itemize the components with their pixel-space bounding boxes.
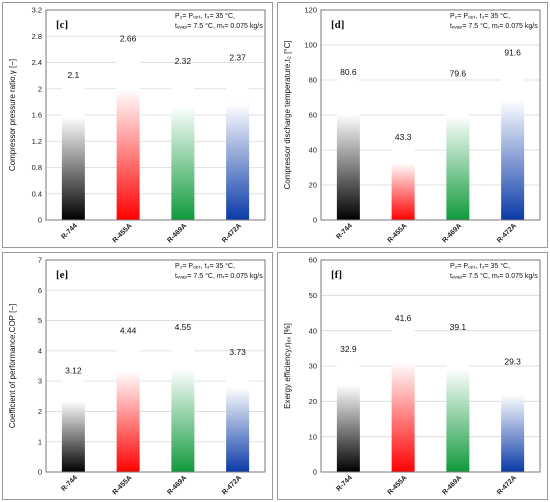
data-label: 32.9 — [340, 344, 357, 354]
y-tick-label: 1.6 — [32, 111, 42, 120]
panel-tag: [c] — [56, 19, 68, 31]
data-label: 2.37 — [229, 52, 246, 62]
panel-tag: [f] — [331, 269, 342, 281]
bar-r-469a — [446, 80, 470, 220]
data-label: 3.12 — [65, 366, 82, 376]
y-tick-label: 60 — [309, 256, 317, 265]
data-label: 4.55 — [175, 322, 192, 332]
bar-r-455a — [391, 144, 415, 220]
data-label: 80.6 — [340, 67, 357, 77]
chart-panel: 010203040506032.9R-74441.6R-455A39.1R-46… — [277, 252, 548, 500]
bar-r-469a — [171, 67, 195, 220]
y-tick-label: 0 — [38, 216, 42, 225]
y-tick-label: 4 — [38, 346, 42, 355]
bar-r-469a — [171, 334, 195, 472]
y-tick-label: 0.4 — [32, 189, 42, 198]
bar-r-472a — [226, 359, 250, 472]
y-tick-label: 2.4 — [32, 58, 42, 67]
data-label: 2.66 — [120, 33, 137, 43]
y-tick-label: 3 — [38, 377, 42, 386]
y-tick-label: 80 — [309, 76, 317, 85]
bar-r-472a — [501, 368, 525, 472]
plot-area — [45, 259, 266, 473]
y-axis-label: Compressor discharge temperature,t₂ [°C] — [283, 40, 292, 189]
y-tick-label: 7 — [38, 256, 42, 265]
y-tick-label: 100 — [304, 41, 317, 50]
y-axis-label: Exergy efficiency,ηₑₓ [%] — [283, 323, 292, 409]
data-label: 79.6 — [450, 69, 467, 79]
bar-r-744 — [336, 78, 360, 220]
y-tick-label: 2 — [38, 407, 42, 416]
panel-tag: [e] — [56, 269, 68, 281]
y-tick-label: 1 — [38, 437, 42, 446]
y-tick-label: 0 — [313, 468, 317, 477]
conditions-text: tₑᵥₐₚ= 7.5 °C, mᵣ= 0.075 kg/s — [175, 272, 263, 280]
data-label: 43.3 — [395, 132, 412, 142]
conditions-text: P₂= Pₒₚₜ, t₃= 35 °C, — [175, 262, 235, 270]
y-tick-label: 5 — [38, 316, 42, 325]
panel-tag: [d] — [331, 19, 344, 31]
y-tick-label: 50 — [309, 291, 317, 300]
conditions-text: P₂= Pₒₚₜ, t₃= 35 °C, — [450, 262, 510, 270]
y-tick-label: 0 — [313, 216, 317, 225]
y-tick-label: 2 — [38, 84, 42, 93]
y-tick-label: 120 — [304, 6, 317, 15]
data-label: 4.44 — [120, 326, 137, 336]
plot-area — [320, 259, 541, 473]
y-axis-label: Coefficient of performance,COP [−] — [8, 304, 17, 428]
y-tick-label: 3.2 — [32, 6, 42, 15]
chart-panel: 02040608010012080.6R-74443.3R-455A79.6R-… — [277, 2, 548, 248]
y-tick-label: 1.2 — [32, 137, 42, 146]
bar-r-469a — [446, 333, 470, 472]
data-label: 2.32 — [175, 56, 192, 66]
y-axis-label: Compressor pressure ratio,γ [−] — [8, 59, 17, 171]
y-tick-label: 60 — [309, 111, 317, 120]
bar-r-472a — [226, 64, 250, 220]
conditions-text: tₑᵥₐₚ= 7.5 °C, mᵣ= 0.075 kg/s — [175, 22, 263, 30]
data-label: 3.73 — [229, 347, 246, 357]
data-label: 2.1 — [67, 70, 79, 80]
y-tick-label: 30 — [309, 362, 317, 371]
y-tick-label: 0 — [38, 468, 42, 477]
conditions-text: tₑᵥₐₚ= 7.5 °C, mᵣ= 0.075 kg/s — [450, 22, 538, 30]
data-label: 91.6 — [504, 48, 521, 58]
data-label: 41.6 — [395, 313, 412, 323]
chart-panel: 012345673.12R-7444.44R-455A4.55R-469A3.7… — [2, 252, 273, 500]
y-tick-label: 10 — [309, 432, 317, 441]
y-tick-label: 20 — [309, 181, 317, 190]
y-tick-label: 6 — [38, 286, 42, 295]
conditions-text: P₂= Pₒₚₜ, t₃= 35 °C, — [175, 12, 235, 20]
y-tick-label: 20 — [309, 397, 317, 406]
y-tick-label: 2.8 — [32, 32, 42, 41]
chart-panel: 00.40.81.21.622.42.83.22.1R-7442.66R-455… — [2, 2, 273, 248]
bar-r-472a — [501, 59, 525, 221]
conditions-text: P₂= Pₒₚₜ, t₃= 35 °C, — [450, 12, 510, 20]
y-tick-label: 0.8 — [32, 163, 42, 172]
y-tick-label: 40 — [309, 146, 317, 155]
plot-area — [320, 9, 541, 221]
y-tick-label: 40 — [309, 326, 317, 335]
conditions-text: tₑᵥₐₚ= 7.5 °C, mᵣ= 0.075 kg/s — [450, 272, 538, 280]
data-label: 29.3 — [504, 356, 521, 366]
bar-r-455a — [391, 325, 415, 472]
bar-r-744 — [61, 377, 85, 472]
bar-r-455a — [116, 45, 140, 220]
data-label: 39.1 — [450, 322, 467, 332]
bar-r-455a — [116, 337, 140, 472]
bar-r-744 — [336, 355, 360, 472]
plot-area — [45, 9, 266, 221]
bar-r-744 — [61, 82, 85, 220]
